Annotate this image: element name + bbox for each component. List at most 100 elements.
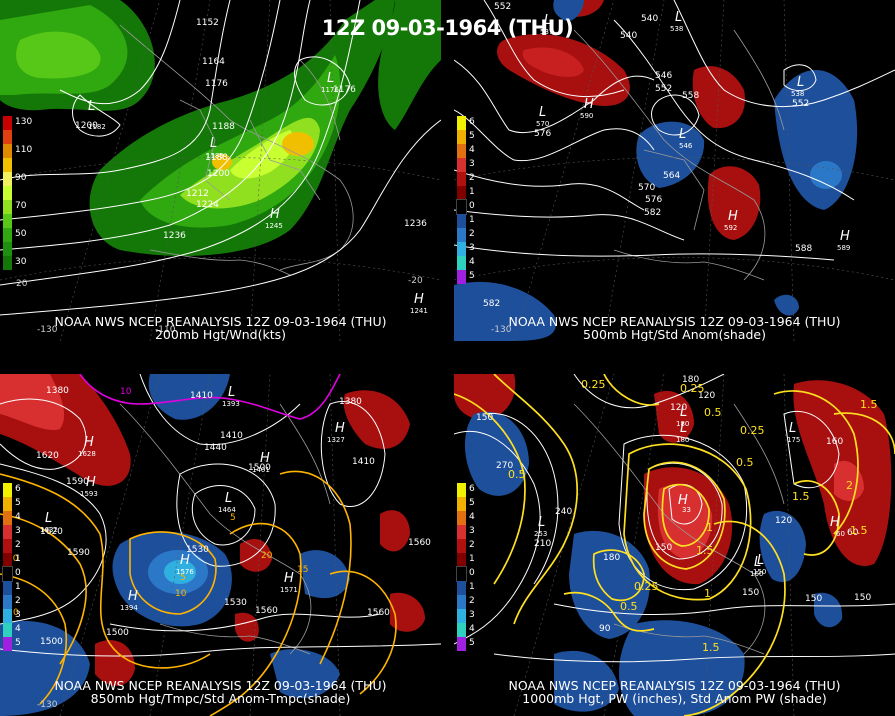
contour-label: 1236: [404, 219, 427, 229]
legend-label: 2: [15, 596, 21, 606]
contour-label: 570: [638, 183, 655, 193]
legend-label: 1: [469, 215, 475, 225]
contour-label: 546: [655, 71, 672, 81]
legend-swatch: [3, 553, 12, 567]
legend-swatch: [457, 553, 466, 567]
contour-label: 150: [742, 588, 759, 598]
low-center-value: 546: [679, 142, 693, 150]
map-850mb: 1380 1410 1440 1410 1500 1380 1410 1620 …: [0, 374, 441, 716]
low-center: L: [88, 99, 95, 114]
legend-label: 2: [469, 173, 475, 183]
panel-caption: NOAA NWS NCEP REANALYSIS 12Z 09-03-1964 …: [454, 315, 895, 341]
legend-label: 3: [15, 610, 21, 620]
contour-label: 1410: [352, 457, 375, 467]
caption-source: NOAA NWS NCEP REANALYSIS 12Z 09-03-1964 …: [54, 314, 387, 329]
contour-label: 240: [555, 507, 572, 517]
legend-swatch: [3, 200, 12, 214]
contour-label: 1620: [36, 451, 59, 461]
legend-swatch: [3, 539, 12, 553]
panel-1000mb: 180 120 120 150 270 240 210 180 150 120 …: [454, 374, 895, 716]
legend-swatch: [3, 637, 12, 651]
legend-swatch: [3, 256, 12, 270]
legend-label: 2: [469, 596, 475, 606]
low-center: L: [544, 13, 551, 28]
contour-label: 552: [792, 99, 809, 109]
jet-region-core: [230, 130, 294, 179]
legend-label: 0: [469, 201, 475, 211]
legend-label: 2: [15, 540, 21, 550]
low-center-value: 1176: [321, 86, 339, 94]
legend-swatch: [3, 595, 12, 609]
caption-field: 850mb Hgt/Tmpc/Std Anom-Tmpc(shade): [90, 691, 351, 706]
contour-label: 1176: [333, 85, 356, 95]
contour-label: 1188: [212, 122, 235, 132]
legend-swatch: [3, 130, 12, 144]
panel-caption: NOAA NWS NCEP REANALYSIS 12Z 09-03-1964 …: [0, 679, 441, 705]
legend-swatch: [457, 497, 466, 511]
contour-label: 558: [682, 91, 699, 101]
legend-swatch: [457, 623, 466, 637]
pw-label: 1.5: [696, 544, 714, 557]
legend-swatch: [457, 172, 466, 186]
legend-label: 4: [469, 257, 475, 267]
legend-swatch: [457, 256, 466, 270]
legend-label: 110: [15, 145, 33, 155]
low-center: L: [228, 385, 235, 400]
contour-label: 1440: [204, 443, 227, 453]
high-center-value: 1632: [40, 526, 58, 534]
neg-anomaly-north: [553, 0, 584, 21]
legend-label: 1: [15, 582, 21, 592]
high-center: H: [284, 571, 294, 586]
temp-label: 5: [180, 573, 186, 583]
contour-label: 1590: [67, 548, 90, 558]
high-center: H: [128, 589, 138, 604]
neg-anomaly-south: [619, 620, 745, 716]
low-center: L: [675, 10, 682, 25]
pw-label: 0.5: [704, 406, 722, 419]
low-center-value: 160: [750, 570, 763, 578]
longitude-label: -20: [408, 276, 423, 286]
legend-label: 1: [15, 554, 21, 564]
high-center: L: [45, 511, 52, 526]
longitude-label: -130: [37, 325, 58, 335]
legend-label: 130: [15, 117, 33, 127]
legend-label: 1: [469, 582, 475, 592]
low-center: H: [678, 493, 688, 508]
contour-label: 1176: [205, 79, 228, 89]
caption-source: NOAA NWS NCEP REANALYSIS 12Z 09-03-1964 …: [508, 678, 841, 693]
contour-label: 1380: [46, 386, 69, 396]
legend-swatch: [457, 525, 466, 539]
low-center-value: 538: [791, 90, 804, 98]
legend-swatch: [3, 483, 12, 497]
low-center-value: 538: [670, 25, 683, 33]
neg-anomaly-south: [0, 620, 90, 716]
contour-label: 540: [620, 31, 637, 41]
panel-500mb: 552 540 540 546 552 558 564 570 576 576 …: [454, 0, 895, 341]
low-center: L: [210, 136, 217, 151]
high-center-value: 1593: [80, 490, 98, 498]
neg-anomaly-central: [636, 121, 705, 188]
legend-swatch: [3, 228, 12, 242]
pos-anomaly-nw-inner: [522, 47, 584, 77]
contour-label: 1410: [220, 431, 243, 441]
legend-swatch: [3, 525, 12, 539]
legend-swatch: [3, 144, 12, 158]
legend-label: 5: [15, 498, 21, 508]
contour-label: 1500: [248, 463, 271, 473]
legend-label: 3: [15, 526, 21, 536]
legend-swatch: [3, 172, 12, 186]
legend-label: 3: [469, 159, 475, 169]
caption-source: NOAA NWS NCEP REANALYSIS 12Z 09-03-1964 …: [508, 314, 841, 329]
high-center: L: [538, 515, 545, 530]
neg-anomaly-east: [759, 510, 806, 583]
legend-label: 1: [469, 554, 475, 564]
contour-label: 1212: [186, 189, 209, 199]
legend-label: 5: [469, 498, 475, 508]
legend-label: 5: [15, 638, 21, 648]
contour-label: 210: [534, 539, 551, 549]
legend-label: 4: [15, 512, 21, 522]
temp-contours: [0, 470, 397, 716]
neg-anomaly-gulf-east: [270, 649, 340, 699]
grid-lines: [454, 0, 895, 341]
legend-swatch: [457, 158, 466, 172]
